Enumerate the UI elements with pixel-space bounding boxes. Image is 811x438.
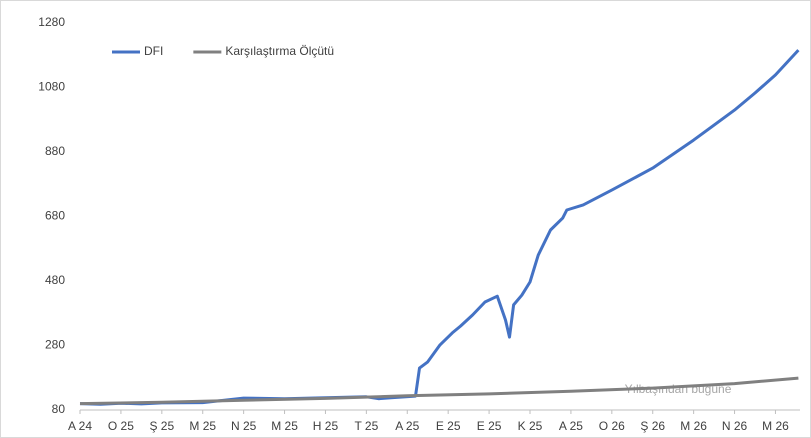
y-tick-label: 880	[45, 144, 65, 158]
x-tick-label: M 25	[271, 419, 298, 433]
x-tick-label: Ş 25	[149, 419, 174, 433]
x-tick-label: K 25	[518, 419, 543, 433]
y-tick-label: 280	[45, 338, 65, 352]
x-tick-label: A 25	[395, 419, 419, 433]
x-tick-label: A 25	[559, 419, 583, 433]
y-tick-label: 680	[45, 209, 65, 223]
y-tick-label: 80	[52, 402, 66, 416]
x-tick-label: O 25	[108, 419, 134, 433]
x-tick-label: Ş 26	[640, 419, 665, 433]
x-tick-label: E 25	[477, 419, 502, 433]
y-tick-label: 1080	[38, 80, 65, 94]
x-tick-label: A 24	[68, 419, 92, 433]
legend-label: DFI	[144, 44, 163, 58]
x-tick-label: N 25	[231, 419, 257, 433]
x-tick-label: E 25	[436, 419, 461, 433]
x-tick-label: M 25	[189, 419, 216, 433]
x-tick-label: N 26	[722, 419, 748, 433]
series-line	[79, 49, 800, 406]
x-tick-label: M 26	[762, 419, 789, 433]
y-tick-label: 480	[45, 273, 65, 287]
legend-label: Karşılaştırma Ölçütü	[225, 44, 334, 58]
x-tick-label: H 25	[313, 419, 339, 433]
x-tick-label: M 26	[680, 419, 707, 433]
x-tick-label: T 25	[354, 419, 378, 433]
series-line	[79, 376, 799, 406]
x-tick-label: O 26	[599, 419, 625, 433]
y-tick-label: 1280	[38, 15, 65, 29]
